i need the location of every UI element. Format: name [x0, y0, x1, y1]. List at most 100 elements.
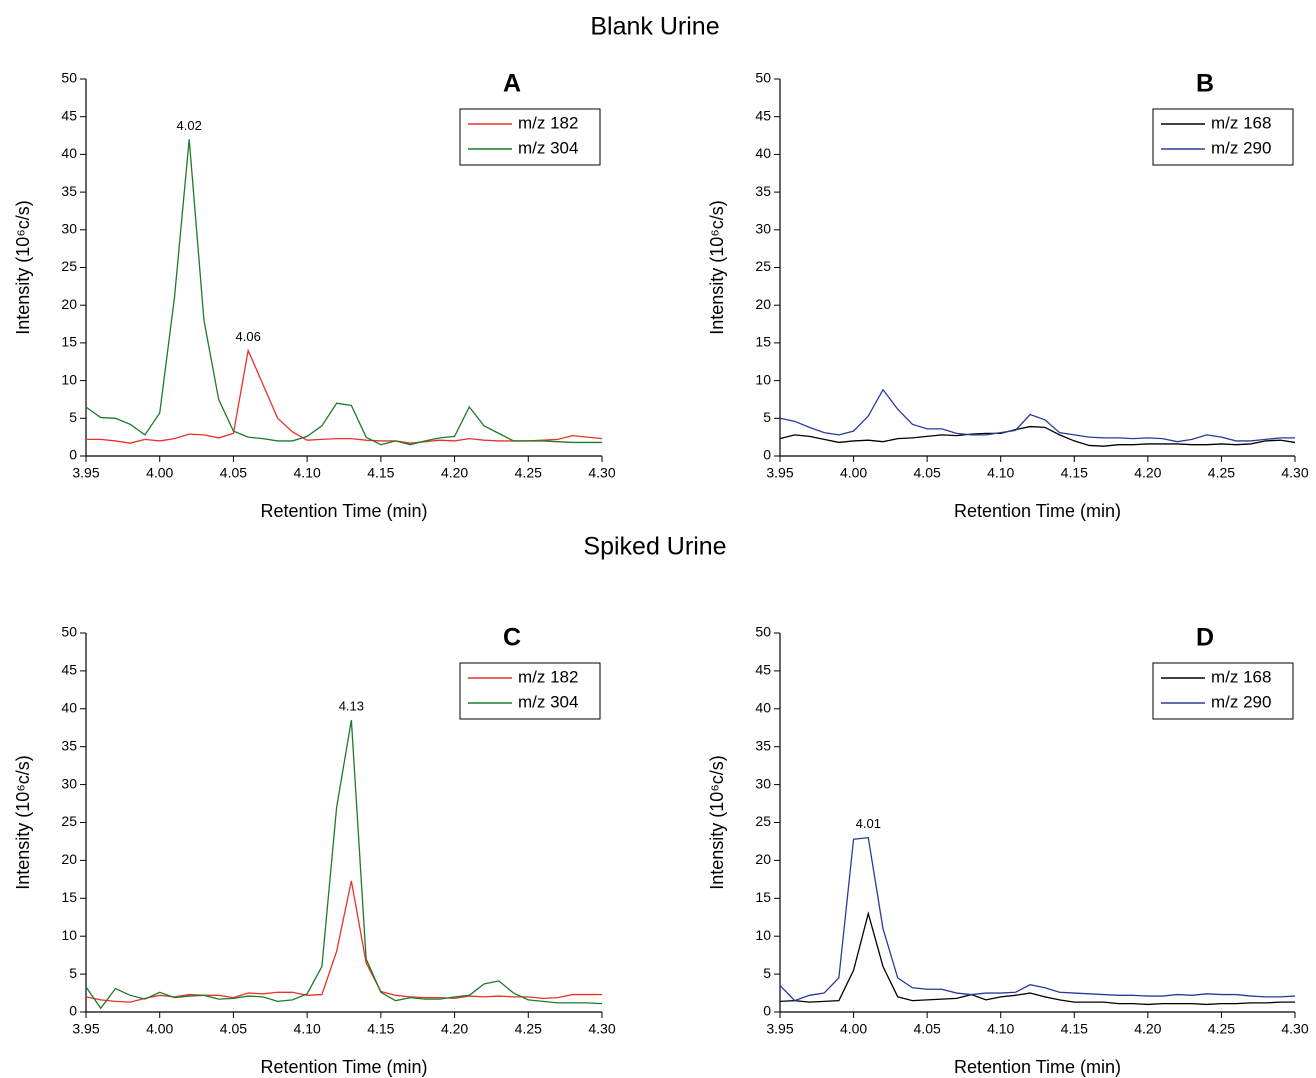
x-tick-label: 4.15: [1061, 465, 1088, 481]
x-tick-label: 4.05: [914, 465, 941, 481]
y-tick-label: 25: [755, 813, 771, 829]
data-line: [85, 139, 602, 446]
x-axis-label: Retention Time (min): [260, 1057, 427, 1077]
y-tick-label: 30: [755, 221, 771, 237]
y-tick-label: 45: [755, 107, 771, 123]
x-tick-label: 4.10: [294, 1021, 321, 1037]
y-axis-label: Intensity (10⁶c/s): [707, 200, 727, 334]
data-line: [85, 720, 603, 1010]
x-tick-label: 3.95: [766, 465, 793, 481]
y-tick-label: 35: [755, 737, 771, 753]
y-tick-label: 20: [755, 296, 771, 312]
data-line: [85, 880, 602, 1003]
x-tick-label: 4.30: [588, 465, 615, 481]
panel-letter: C: [503, 624, 521, 652]
data-line: [779, 910, 1295, 1006]
y-tick-label: 40: [755, 700, 771, 716]
y-tick-label: 15: [61, 334, 77, 350]
x-tick-label: 4.10: [987, 465, 1014, 481]
y-tick-label: 25: [755, 258, 771, 274]
y-tick-label: 15: [61, 889, 77, 905]
x-tick-label: 4.00: [146, 1021, 173, 1037]
legend-label: m/z 290: [1211, 138, 1271, 157]
panel-letter: D: [1196, 624, 1214, 652]
data-line: [779, 836, 1296, 1002]
y-tick-label: 10: [755, 371, 771, 387]
x-tick-label: 4.20: [1134, 465, 1161, 481]
x-tick-label: 4.25: [1208, 1021, 1235, 1037]
x-tick-label: 4.10: [987, 1021, 1014, 1037]
legend-box: [1152, 108, 1294, 166]
x-tick-label: 3.95: [72, 465, 99, 481]
y-tick-label: 40: [61, 145, 77, 161]
legend-label: m/z 168: [1211, 113, 1271, 132]
y-tick-label: 0: [763, 1003, 771, 1019]
x-tick-label: 4.25: [515, 1021, 542, 1037]
x-tick-label: 4.25: [515, 465, 542, 481]
x-tick-label: 4.10: [294, 465, 321, 481]
y-tick-label: 40: [61, 700, 77, 716]
x-tick-label: 4.15: [367, 465, 394, 481]
x-tick-label: 4.15: [367, 1021, 394, 1037]
y-tick-label: 15: [755, 889, 771, 905]
y-tick-label: 50: [61, 70, 77, 86]
data-line: [779, 388, 1295, 443]
x-tick-label: 4.20: [441, 1021, 468, 1037]
peak-label: 4.13: [339, 699, 364, 714]
y-tick-label: 5: [763, 409, 771, 425]
y-tick-label: 10: [61, 927, 77, 943]
y-tick-label: 30: [61, 221, 77, 237]
y-tick-label: 50: [755, 624, 771, 640]
x-tick-label: 4.20: [1134, 1021, 1161, 1037]
x-axis-label: Retention Time (min): [260, 501, 427, 521]
x-tick-label: 4.15: [1061, 1021, 1088, 1037]
x-axis-label: Retention Time (min): [954, 501, 1121, 521]
legend-label: m/z 182: [518, 667, 578, 686]
section-heading: Blank Urine: [590, 13, 719, 41]
section-heading: Spiked Urine: [583, 533, 726, 561]
y-tick-label: 0: [69, 1003, 77, 1019]
x-tick-label: 4.00: [146, 465, 173, 481]
legend-label: m/z 168: [1211, 667, 1271, 686]
y-axis-label: Intensity (10⁶c/s): [13, 200, 33, 334]
y-tick-label: 30: [755, 775, 771, 791]
peak-label: 4.01: [856, 816, 881, 831]
y-tick-label: 50: [61, 624, 77, 640]
y-tick-label: 45: [61, 107, 77, 123]
x-tick-label: 4.30: [1281, 1021, 1308, 1037]
y-axis-label: Intensity (10⁶c/s): [13, 755, 33, 889]
x-tick-label: 3.95: [72, 1021, 99, 1037]
y-tick-label: 35: [61, 183, 77, 199]
legend-label: m/z 290: [1211, 692, 1271, 711]
legend-label: m/z 182: [518, 113, 578, 132]
y-tick-label: 45: [755, 662, 771, 678]
x-tick-label: 4.05: [914, 1021, 941, 1037]
legend-box: [459, 108, 601, 166]
y-tick-label: 5: [69, 409, 77, 425]
panel-letter: B: [1196, 70, 1214, 98]
y-tick-label: 35: [755, 183, 771, 199]
panel-letter: A: [503, 70, 521, 98]
y-tick-label: 20: [755, 851, 771, 867]
y-tick-label: 45: [61, 662, 77, 678]
y-tick-label: 25: [61, 813, 77, 829]
x-tick-label: 4.30: [588, 1021, 615, 1037]
y-tick-label: 30: [61, 775, 77, 791]
data-line: [779, 425, 1296, 447]
y-tick-label: 35: [61, 737, 77, 753]
x-tick-label: 4.00: [840, 465, 867, 481]
x-tick-label: 4.20: [441, 465, 468, 481]
y-tick-label: 10: [755, 927, 771, 943]
x-tick-label: 4.00: [840, 1021, 867, 1037]
x-axis-label: Retention Time (min): [954, 1057, 1121, 1077]
y-axis-label: Intensity (10⁶c/s): [707, 755, 727, 889]
y-tick-label: 25: [61, 258, 77, 274]
legend-box: [459, 662, 601, 720]
y-tick-label: 5: [763, 965, 771, 981]
peak-label: 4.02: [177, 118, 202, 133]
peak-label: 4.06: [236, 329, 261, 344]
y-tick-label: 0: [763, 447, 771, 463]
legend-label: m/z 304: [518, 692, 578, 711]
x-tick-label: 4.25: [1208, 465, 1235, 481]
